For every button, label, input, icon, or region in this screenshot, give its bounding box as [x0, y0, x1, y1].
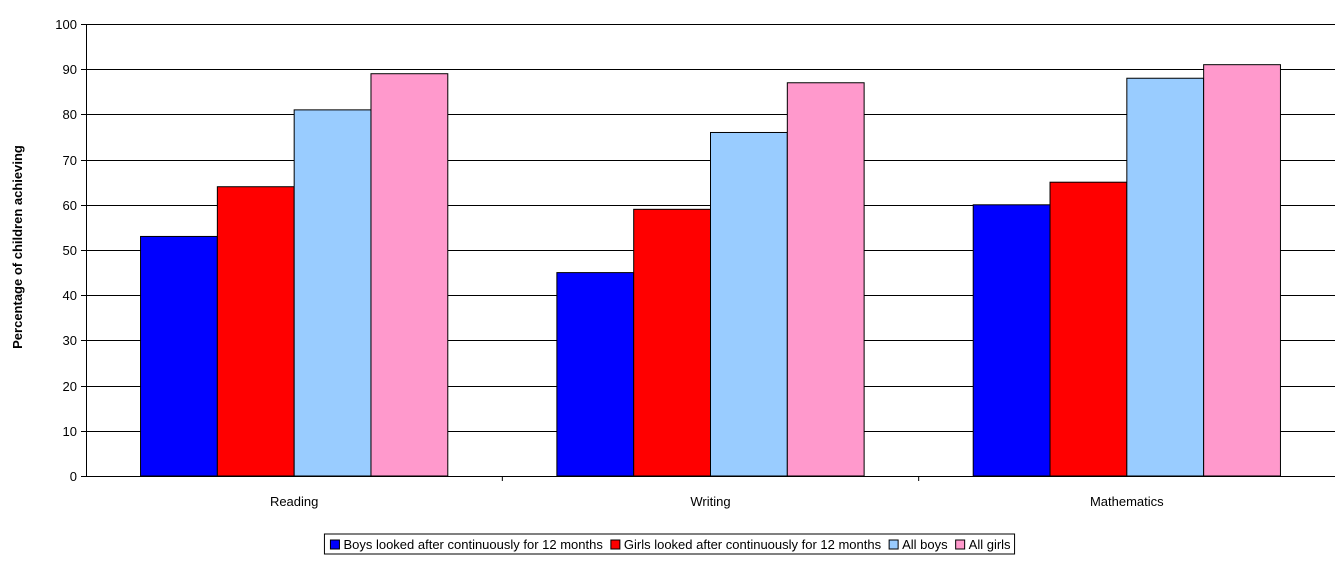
legend-swatch: [610, 539, 621, 550]
axes: 0 10 20 30 40 50 60 70 80 90 100 Reading Writing Math…: [55, 17, 1335, 509]
bar: [972, 204, 1051, 477]
y-tick-label: 70: [63, 153, 77, 168]
legend-swatch: [888, 539, 899, 550]
y-tick-label: 80: [63, 107, 77, 122]
legend-label: All boys: [902, 537, 948, 552]
y-tick-label: 40: [63, 288, 77, 303]
legend-box: [323, 533, 1016, 555]
bar: [140, 235, 218, 477]
bar: [786, 82, 865, 477]
bar: [556, 272, 635, 477]
bar: [1049, 181, 1128, 477]
bar: [216, 186, 295, 477]
y-tick-label: 60: [63, 198, 77, 213]
x-category-label: Writing: [690, 494, 730, 509]
bar: [710, 131, 788, 477]
legend-label: Boys looked after continuously for 12 mo…: [343, 537, 603, 552]
legend-swatch: [955, 539, 966, 550]
y-tick-label: 10: [63, 424, 77, 439]
y-tick-label: 0: [70, 469, 77, 484]
legend-items: Boys looked after continuously for 12 mo…: [329, 537, 1011, 552]
bar: [1126, 77, 1205, 477]
y-tick-label: 30: [63, 333, 77, 348]
y-axis-label: Percentage of children achieving: [10, 145, 25, 349]
y-tick-label: 100: [55, 17, 77, 32]
bar: [633, 208, 712, 477]
bar: [293, 109, 372, 477]
y-tick-label: 90: [63, 62, 77, 77]
y-tick-label: 50: [63, 243, 77, 258]
x-category-label: Reading: [270, 494, 318, 509]
legend-swatch: [329, 539, 340, 550]
legend: Boys looked after continuously for 12 mo…: [323, 533, 1016, 555]
x-category-label: Mathematics: [1090, 494, 1164, 509]
legend-label: All girls: [969, 537, 1011, 552]
bar: [1203, 64, 1281, 477]
y-tick-label: 20: [63, 379, 77, 394]
legend-label: Girls looked after continuously for 12 m…: [624, 537, 882, 552]
bar: [370, 73, 449, 477]
bars: [140, 64, 1281, 477]
